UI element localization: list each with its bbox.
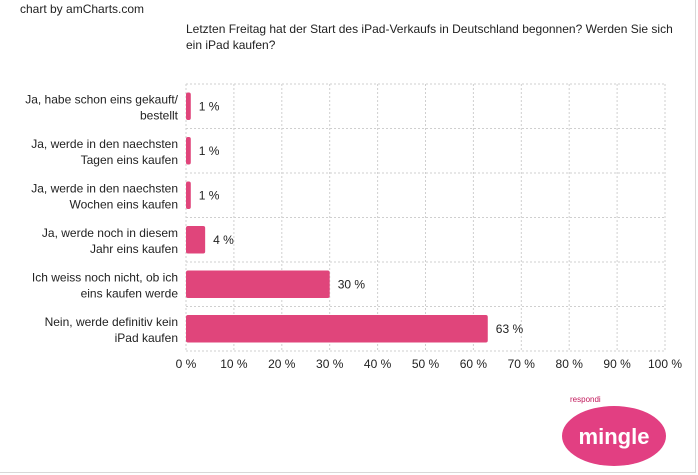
category-label: Ja, werde in den naechsten Wochen eins ka… (31, 181, 178, 211)
logo-small-text: respondi (570, 395, 601, 404)
x-tick-label: 90 % (603, 357, 631, 371)
bar[interactable] (186, 225, 206, 254)
bar-value-label: 1 % (199, 144, 220, 158)
mingle-logo: respondi mingle (562, 395, 666, 466)
category-labels: Ja, habe schon eins gekauft/bestellt Ja, … (25, 92, 178, 345)
bar[interactable] (186, 270, 330, 299)
bar[interactable] (186, 92, 191, 121)
chart-title: Letzten Freitag hat der Start des iPad-V… (186, 22, 673, 52)
logo-main-text: mingle (579, 424, 650, 449)
category-label: Ja, werde noch in diesem Jahr eins kaufen (42, 226, 178, 256)
x-tick-label: 70 % (508, 357, 536, 371)
chart-credit[interactable]: chart by amCharts.com (20, 2, 145, 16)
bar[interactable] (186, 136, 191, 165)
bar-value-label: 1 % (199, 188, 220, 202)
category-label: Ja, werde in den naechsten Tagen eins kau… (31, 137, 178, 167)
category-label: Ich weiss noch nicht, ob ich eins kaufen … (32, 270, 178, 300)
bars: 1 % 1 % 1 % 4 % 30 % 63 % (186, 92, 524, 343)
x-tick-label: 30 % (316, 357, 344, 371)
x-axis-ticks: 0 % 10 % 20 % 30 % 40 % 50 % 60 % 70 % 80 % 90 % 1… (176, 357, 683, 371)
bar-value-label: 63 % (496, 322, 524, 336)
bar[interactable] (186, 314, 488, 343)
x-tick-label: 20 % (268, 357, 296, 371)
x-tick-label: 40 % (364, 357, 392, 371)
logo-blob (562, 406, 666, 466)
x-tick-label: 60 % (460, 357, 488, 371)
bar-value-label: 1 % (199, 99, 220, 113)
x-tick-label: 0 % (176, 357, 197, 371)
bar-value-label: 4 % (213, 233, 234, 247)
x-tick-label: 100 % (648, 357, 682, 371)
grid (185, 83, 666, 352)
bar[interactable] (186, 181, 191, 210)
category-label: Nein, werde definitiv kein iPad kaufen (45, 315, 178, 345)
bar-value-label: 30 % (338, 277, 366, 291)
x-tick-label: 10 % (220, 357, 248, 371)
category-label: Ja, habe schon eins gekauft/bestellt (25, 92, 178, 122)
x-tick-label: 50 % (412, 357, 440, 371)
x-tick-label: 80 % (556, 357, 584, 371)
